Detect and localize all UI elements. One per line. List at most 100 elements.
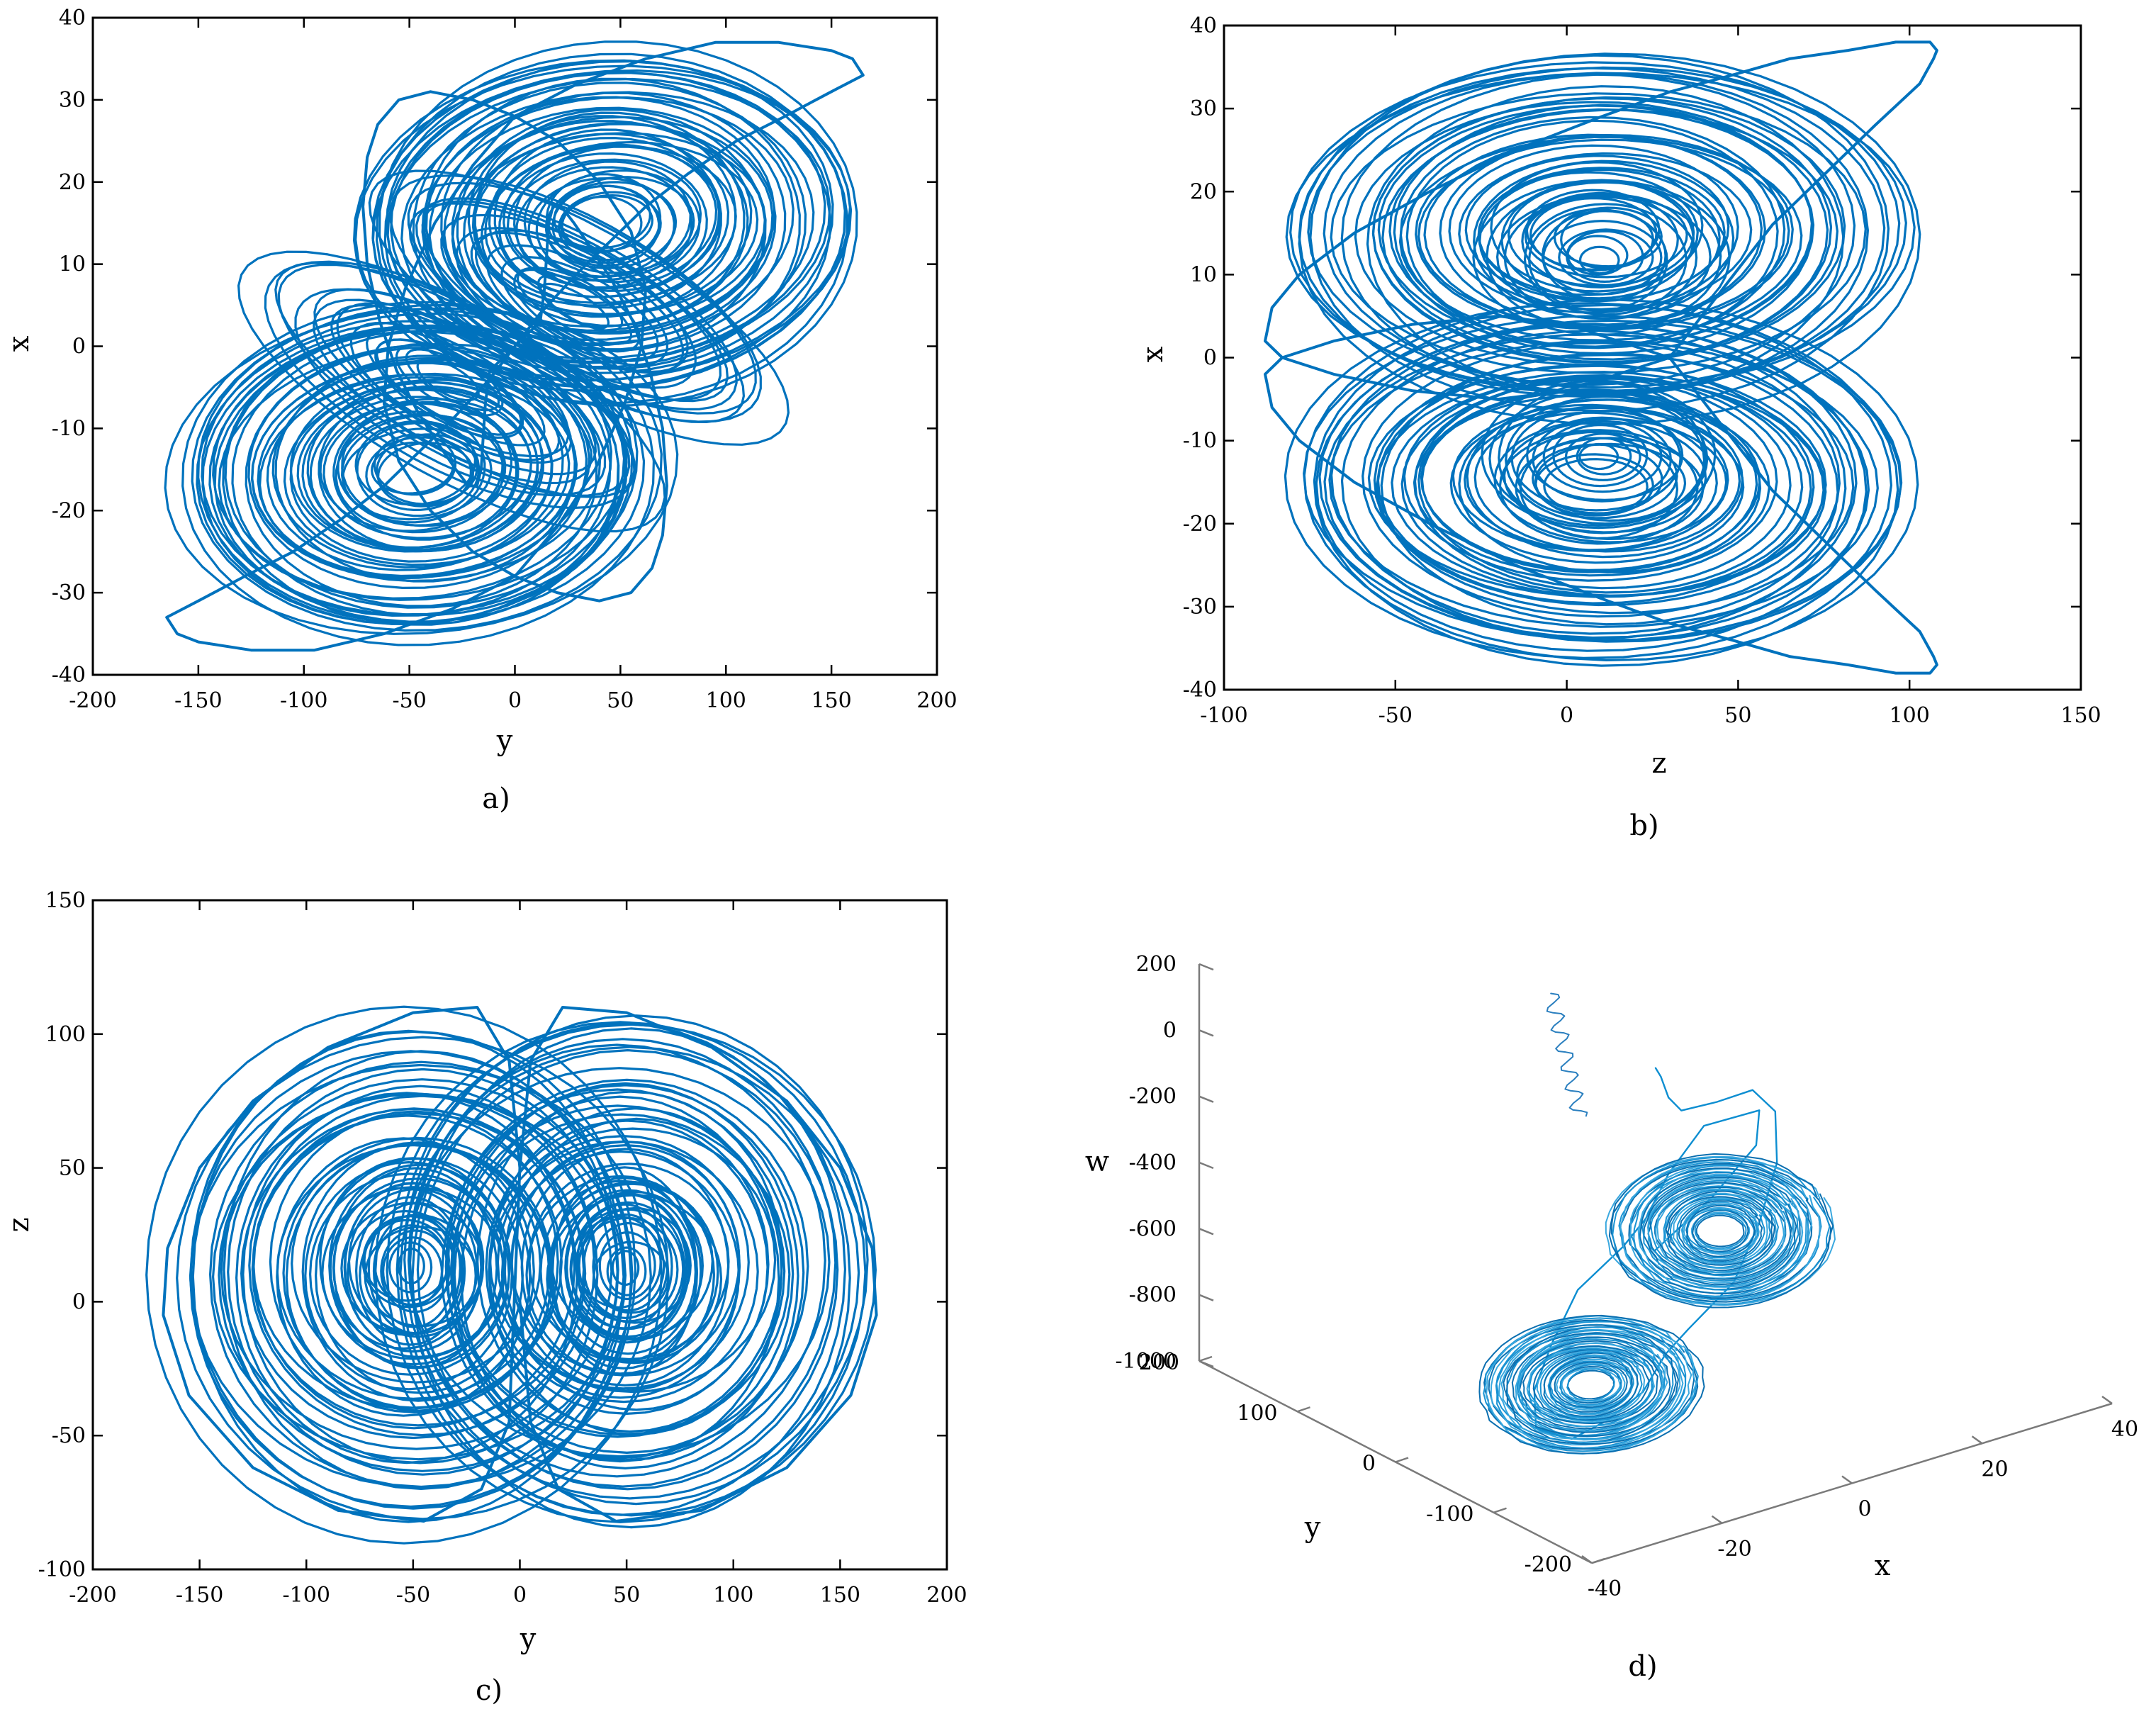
- y-tick-label-b: 10: [1190, 262, 1217, 287]
- w-tick-label: -1000: [1116, 1349, 1177, 1374]
- y-tick-label-c: -100: [38, 1557, 86, 1582]
- orbit-loop-a: [480, 140, 759, 316]
- w-tick: [1198, 963, 1214, 971]
- x-axis-label-b: z: [1651, 747, 1666, 780]
- orbit-loop-d: [1543, 1352, 1639, 1418]
- orbit-loop-a: [551, 184, 661, 267]
- orbit-loop-d: [1685, 1204, 1756, 1258]
- orbit-loop-d: [1532, 1349, 1650, 1421]
- y-tick-label-b: -30: [1183, 595, 1217, 620]
- orbit-loop-b: [1519, 437, 1678, 540]
- orbit-loop-b: [1420, 388, 1761, 571]
- orbit-loop-c: [488, 1107, 783, 1436]
- x-tick-label-3d: -20: [1717, 1537, 1751, 1562]
- y-tick-label-c: 150: [45, 888, 86, 913]
- orbit-loop-c: [500, 1150, 741, 1399]
- orbit-loop-b: [1578, 442, 1619, 471]
- x-tick-label-a: 50: [607, 688, 634, 713]
- orbit-loop-b: [1542, 420, 1663, 493]
- orbit-loop-d: [1612, 1156, 1831, 1305]
- y-tick-label-c: 0: [72, 1289, 86, 1314]
- y-tick-3d: [1591, 1557, 1605, 1564]
- y-tick-3d: [1493, 1507, 1507, 1513]
- orbit-loop-c: [380, 1229, 451, 1313]
- orbit-loop-a: [181, 301, 655, 646]
- orbit-loop-a: [237, 250, 666, 533]
- x-axis-label-c: y: [520, 1623, 537, 1655]
- y-tick-label-b: -10: [1183, 429, 1217, 454]
- orbit-loop-a: [264, 260, 636, 510]
- orbit-loop-b: [1449, 406, 1745, 564]
- orbit-loop-d: [1488, 1324, 1695, 1445]
- caption-a: a): [482, 783, 510, 815]
- orbit-loop-b: [1318, 319, 1902, 643]
- x-tick-label-a: 150: [811, 688, 851, 713]
- orbit-loop-a: [408, 202, 745, 423]
- orbit-loop-d: [1500, 1328, 1681, 1441]
- y-tick-label-3d: 200: [1139, 1350, 1179, 1375]
- orbit-loop-b: [1552, 423, 1649, 488]
- orbit-loop-a: [421, 96, 795, 345]
- orbit-loop-d: [1633, 1165, 1807, 1297]
- orbit-loop-a: [475, 229, 689, 374]
- x-tick-3d: [1711, 1515, 1723, 1524]
- orbit-loop-c: [227, 1068, 619, 1476]
- orbit-loop-a: [365, 436, 472, 511]
- orbit-loop-d: [1643, 1177, 1797, 1286]
- orbit-loop-d: [1695, 1214, 1745, 1248]
- x-tick-label-c: 150: [820, 1583, 860, 1608]
- orbit-loop-c: [344, 1182, 483, 1353]
- orbit-loop-c: [592, 1221, 666, 1312]
- orbit-loop-c: [309, 1172, 510, 1376]
- orbit-loop-b: [1307, 66, 1907, 389]
- orbit-loop-d: [1629, 1163, 1813, 1299]
- orbit-loop-d: [1536, 1350, 1646, 1420]
- orbit-loop-d: [1478, 1314, 1705, 1455]
- orbit-loop-b: [1496, 194, 1712, 320]
- orbit-loop-a: [266, 373, 554, 571]
- orbit-loop-d: [1694, 1213, 1747, 1249]
- y-tick-label-b: -40: [1183, 678, 1217, 702]
- w-tick: [1198, 1161, 1214, 1170]
- w-tick-label: -200: [1129, 1085, 1177, 1109]
- orbit-loop-b: [1323, 333, 1870, 639]
- orbit-loop-d: [1566, 1368, 1615, 1401]
- x-tick-label-c: 50: [613, 1583, 640, 1608]
- orbit-loop-d: [1673, 1197, 1768, 1265]
- orbit-loop-a: [373, 433, 457, 496]
- x-tick-label-c: -150: [176, 1583, 223, 1608]
- x-tick-label-c: 0: [513, 1583, 527, 1608]
- orbit-loop-b: [1371, 96, 1846, 364]
- orbit-loop-a: [500, 256, 659, 362]
- orbit-loop-d: [1650, 1185, 1792, 1277]
- w-tick-label: 200: [1136, 952, 1177, 977]
- panel-a: -200 -150 -100 -50 0 50 100 150 200-40-30-20-100…: [3, 6, 958, 815]
- orbit-loop-d: [1647, 1178, 1795, 1284]
- x-tick-label-a: -200: [69, 688, 116, 713]
- orbit-loop-c: [397, 1248, 425, 1284]
- orbit-loop-a: [440, 213, 722, 401]
- y-tick-label-b: 0: [1203, 346, 1217, 371]
- orbit-loop-a: [440, 91, 787, 352]
- panel-d: -1000-800-600-400-2000200-200-1000100200…: [1085, 952, 2138, 1683]
- x-tick-label-c: -100: [283, 1583, 330, 1608]
- orbit-loop-a: [313, 298, 593, 485]
- orbit-loop-b: [1423, 134, 1794, 331]
- orbit-loop-b: [1472, 179, 1731, 336]
- orbit-loop-b: [1490, 161, 1704, 293]
- orbit-loop-b: [1579, 245, 1620, 275]
- w-tick: [1198, 1095, 1214, 1103]
- x-tick-label-b: 0: [1560, 703, 1573, 728]
- orbit-loop-d: [1608, 1153, 1834, 1309]
- x-tick-label-3d: 40: [2111, 1417, 2138, 1442]
- orbit-loop-b: [1417, 138, 1790, 329]
- x-axis-label-a: y: [496, 724, 513, 757]
- x-tick-label-b: 100: [1890, 703, 1930, 728]
- orbit-loop-c: [520, 1148, 730, 1387]
- orbit-loop-b: [1532, 443, 1663, 515]
- orbit-loop-b: [1400, 377, 1825, 597]
- orbit-loop-d: [1528, 1348, 1654, 1422]
- y-tick-3d: [1297, 1406, 1310, 1413]
- orbit-loop-a: [319, 402, 504, 532]
- orbit-loop-d: [1539, 1351, 1643, 1418]
